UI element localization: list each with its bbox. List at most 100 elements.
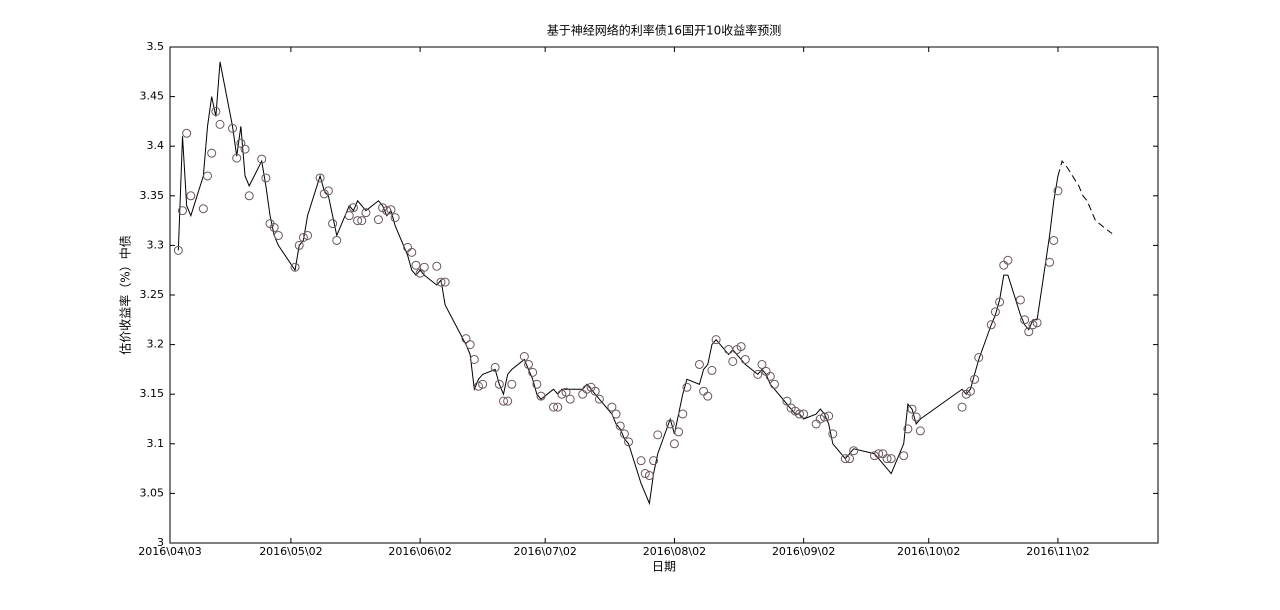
data-point [303,230,313,240]
fitted-line [177,61,1059,506]
data-point [1032,318,1042,328]
data-point [899,451,909,461]
x-tick-label: 2016\07\02 [513,545,576,558]
data-point [728,356,738,366]
data-point [207,148,217,158]
data-point [995,297,1005,307]
data-point [348,203,358,213]
data-point [328,219,338,229]
data-point [986,320,996,330]
data-point [178,206,188,216]
data-point [644,471,654,481]
data-point [740,354,750,364]
data-point [565,394,575,404]
data-point [244,191,254,201]
data-point [678,409,688,419]
data-point [965,386,975,396]
data-point [332,235,342,245]
data-point [524,359,534,369]
x-tick-label: 2016\06\02 [388,545,451,558]
data-point [611,409,621,419]
data-point [840,454,850,464]
data-point [198,204,208,214]
data-point [553,402,563,412]
x-tick-label: 2016\09\02 [772,545,835,558]
y-tick-label: 3.05 [140,486,165,499]
data-point [970,374,980,384]
y-tick-label: 3.1 [147,437,165,450]
data-point [478,379,488,389]
y-tick-label: 3.25 [140,288,165,301]
data-point [957,402,967,412]
data-point [819,412,829,422]
data-point [1003,255,1013,265]
data-point [323,186,333,196]
data-point [561,387,571,397]
data-point [407,247,417,257]
data-point [215,119,225,129]
data-point [707,365,717,375]
data-point [386,205,396,215]
data-point [694,359,704,369]
data-point [757,359,767,369]
data-point [828,429,838,439]
data-point [344,211,354,221]
data-point [1045,257,1055,267]
data-point [382,206,392,216]
data-point [536,391,546,401]
data-point [911,412,921,422]
data-point [799,409,809,419]
data-point [440,277,450,287]
data-point [507,379,517,389]
y-tick-label: 3.5 [147,40,165,53]
data-point [669,439,679,449]
data-point [1053,186,1063,196]
y-tick-label: 3.45 [140,90,165,103]
forecast-line [1057,160,1113,234]
data-point [357,216,367,226]
data-point [465,340,475,350]
data-point [753,369,763,379]
data-point [1024,327,1034,337]
data-point [665,419,675,429]
data-point [619,429,629,439]
data-point [173,245,183,255]
data-point [870,451,880,461]
data-point [361,208,371,218]
data-point [499,396,509,406]
data-point [461,334,471,344]
data-point [674,427,684,437]
y-tick-label: 3.35 [140,189,165,202]
data-point [436,277,446,287]
data-point [974,352,984,362]
data-point [473,381,483,391]
x-tick-label: 2016\04\03 [138,545,201,558]
data-point [874,449,884,459]
data-point [353,216,363,226]
x-tick-label: 2016\10\02 [897,545,960,558]
x-tick-label: 2016\08\02 [643,545,706,558]
data-point [390,213,400,223]
data-point [653,430,663,440]
data-point [682,382,692,392]
data-point [1015,295,1025,305]
data-point [849,446,859,456]
data-point [736,342,746,352]
data-point [782,396,792,406]
data-point [882,454,892,464]
data-point [794,409,804,419]
data-point [503,396,513,406]
data-point [1020,315,1030,325]
data-point [557,389,567,399]
data-point [615,421,625,431]
data-point [640,469,650,479]
data-point [257,154,267,164]
data-point [298,232,308,242]
data-point [1049,235,1059,245]
data-point [532,379,542,389]
data-point [411,260,421,270]
data-point [907,404,917,414]
data-point [594,394,604,404]
y-tick-label: 3.4 [147,139,165,152]
